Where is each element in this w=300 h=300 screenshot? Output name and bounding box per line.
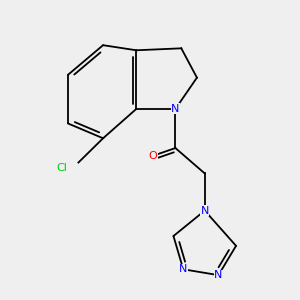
- Text: O: O: [148, 151, 157, 161]
- Text: Cl: Cl: [57, 163, 68, 172]
- Text: N: N: [201, 206, 209, 216]
- Text: N: N: [214, 270, 223, 280]
- Text: N: N: [179, 264, 188, 274]
- Text: N: N: [171, 104, 180, 114]
